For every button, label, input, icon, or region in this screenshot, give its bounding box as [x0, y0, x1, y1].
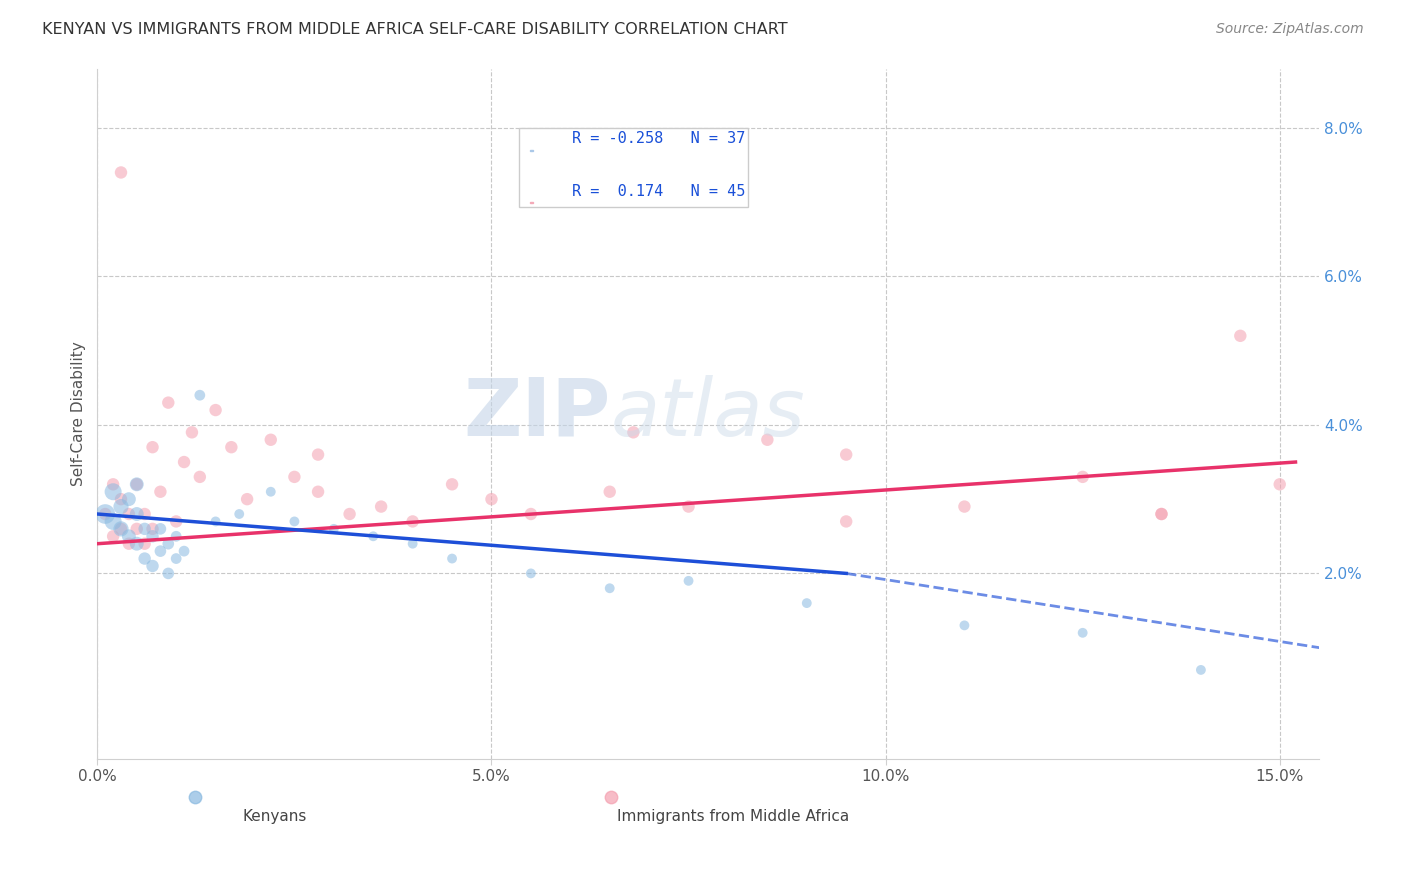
Point	[307, 448, 329, 462]
Point	[322, 522, 344, 536]
Point	[260, 484, 283, 499]
Point	[204, 403, 226, 417]
Point	[165, 515, 187, 529]
Point	[260, 433, 283, 447]
Text: ZIP: ZIP	[463, 375, 610, 453]
Point	[370, 500, 392, 514]
Point	[118, 507, 141, 521]
Point	[134, 551, 156, 566]
Point	[134, 522, 156, 536]
Point	[1071, 625, 1094, 640]
Point	[204, 515, 226, 529]
Point	[307, 484, 329, 499]
Point	[1150, 507, 1173, 521]
Point	[181, 425, 204, 440]
Point	[953, 618, 976, 632]
Point	[101, 484, 124, 499]
Point	[149, 544, 172, 558]
Point	[110, 492, 132, 507]
Point	[236, 492, 259, 507]
Point	[835, 515, 858, 529]
Point	[110, 522, 132, 536]
Point	[157, 566, 180, 581]
Point	[141, 559, 163, 574]
Point	[149, 522, 172, 536]
Point	[157, 537, 180, 551]
Point	[173, 544, 195, 558]
Point	[621, 425, 644, 440]
Point	[134, 507, 156, 521]
Text: Kenyans: Kenyans	[242, 809, 307, 823]
Point	[401, 515, 423, 529]
Point	[173, 455, 195, 469]
Point	[756, 433, 779, 447]
Point	[678, 500, 700, 514]
Point	[1189, 663, 1212, 677]
Point	[1268, 477, 1291, 491]
Point	[101, 529, 124, 543]
Point	[149, 484, 172, 499]
Point	[94, 507, 117, 521]
Point	[599, 581, 621, 595]
Point	[520, 566, 543, 581]
Point	[228, 507, 250, 521]
Text: KENYAN VS IMMIGRANTS FROM MIDDLE AFRICA SELF-CARE DISABILITY CORRELATION CHART: KENYAN VS IMMIGRANTS FROM MIDDLE AFRICA …	[42, 22, 787, 37]
Point	[283, 515, 305, 529]
Point	[141, 529, 163, 543]
Point	[125, 477, 148, 491]
Point	[953, 500, 976, 514]
Point	[141, 522, 163, 536]
Point	[520, 507, 543, 521]
Point	[125, 507, 148, 521]
Point	[1150, 507, 1173, 521]
Point	[361, 529, 384, 543]
Point	[118, 537, 141, 551]
Point	[796, 596, 818, 610]
Point	[481, 492, 503, 507]
Point	[101, 477, 124, 491]
Point	[401, 537, 423, 551]
Point	[118, 492, 141, 507]
Point	[339, 507, 361, 521]
Point	[125, 477, 148, 491]
Point	[118, 529, 141, 543]
Point	[188, 470, 211, 484]
Point	[441, 477, 464, 491]
Point	[141, 440, 163, 454]
Point	[110, 165, 132, 179]
Point	[283, 470, 305, 484]
Point	[125, 522, 148, 536]
Point	[835, 448, 858, 462]
Point	[165, 529, 187, 543]
Point	[101, 515, 124, 529]
Point	[188, 388, 211, 402]
Point	[165, 551, 187, 566]
Point	[94, 507, 117, 521]
Point	[110, 500, 132, 514]
Point	[125, 537, 148, 551]
Text: Immigrants from Middle Africa: Immigrants from Middle Africa	[617, 809, 849, 823]
Point	[678, 574, 700, 588]
Point	[110, 522, 132, 536]
Point	[221, 440, 243, 454]
Text: R = -0.258   N = 37: R = -0.258 N = 37	[572, 131, 745, 146]
Point	[134, 537, 156, 551]
Text: atlas: atlas	[610, 375, 806, 453]
Point	[157, 395, 180, 409]
Text: Source: ZipAtlas.com: Source: ZipAtlas.com	[1216, 22, 1364, 37]
Point	[599, 484, 621, 499]
Y-axis label: Self-Care Disability: Self-Care Disability	[72, 342, 86, 486]
Point	[441, 551, 464, 566]
Text: R =  0.174   N = 45: R = 0.174 N = 45	[572, 184, 745, 199]
Point	[1229, 328, 1251, 343]
Point	[1071, 470, 1094, 484]
